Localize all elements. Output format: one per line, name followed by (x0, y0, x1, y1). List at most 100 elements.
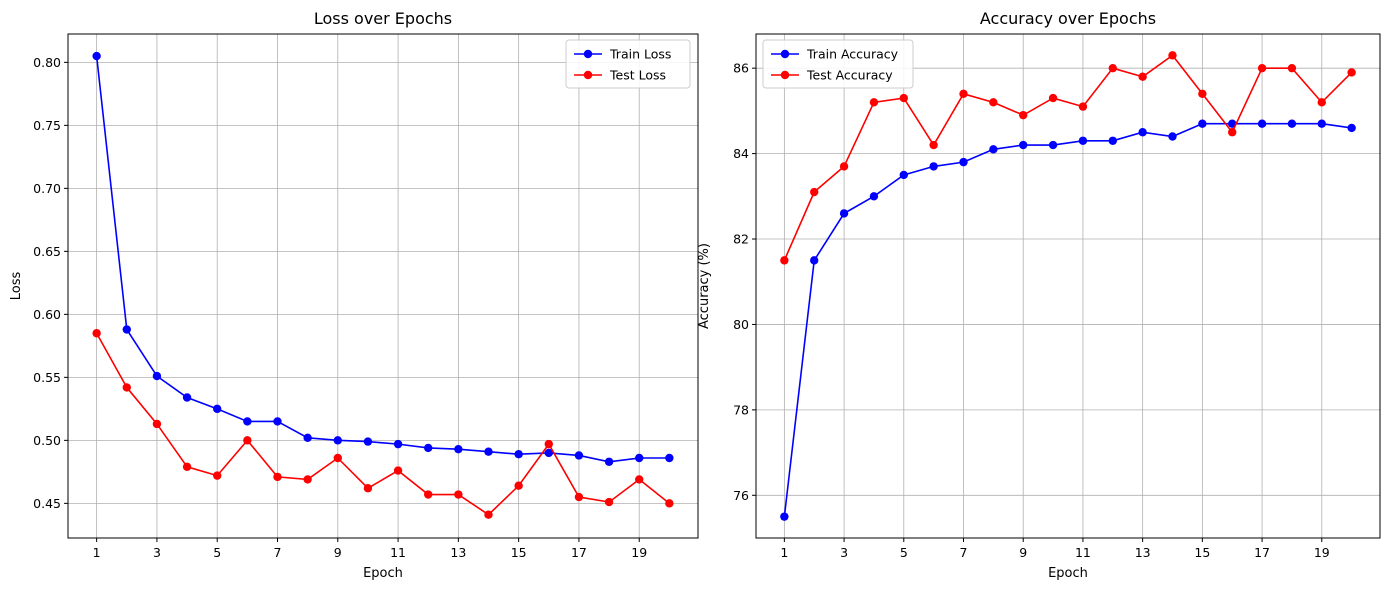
data-point (574, 451, 584, 460)
y-tick-label: 0.45 (33, 496, 61, 511)
data-point (604, 497, 614, 507)
data-point (122, 383, 131, 392)
data-point (1138, 72, 1147, 81)
series-line (95, 332, 670, 516)
data-point (1317, 119, 1326, 128)
y-tick-label: 0.75 (33, 118, 61, 133)
data-point (635, 453, 644, 463)
y-axis-label: Accuracy (%) (697, 243, 712, 329)
y-tick-label: 0.80 (33, 55, 61, 70)
data-point (393, 439, 403, 449)
data-point (1347, 123, 1356, 133)
data-point (635, 475, 644, 484)
data-point (1019, 110, 1028, 120)
data-point (1198, 119, 1207, 128)
data-point (243, 417, 252, 426)
y-tick-label: 0.50 (33, 433, 61, 448)
series-line (783, 54, 1353, 261)
data-point (273, 472, 282, 482)
x-tick-label: 11 (1075, 545, 1091, 560)
data-point (839, 209, 849, 218)
data-point (1048, 93, 1058, 103)
y-tick-label: 0.70 (33, 181, 61, 196)
data-point (1317, 98, 1326, 107)
data-point (152, 419, 162, 429)
x-tick-label: 19 (1314, 545, 1330, 560)
data-point (213, 471, 222, 480)
data-point (869, 98, 879, 107)
data-point (424, 443, 433, 453)
data-point (810, 187, 819, 197)
data-point (1168, 51, 1177, 60)
data-point (959, 89, 968, 98)
x-tick-label: 9 (1019, 545, 1027, 560)
data-point (1228, 128, 1237, 137)
x-tick-label: 17 (571, 545, 587, 560)
x-tick-label: 1 (780, 545, 788, 560)
data-point (1019, 140, 1028, 150)
plot-frame (67, 33, 699, 539)
series-train-accuracy (780, 119, 1356, 521)
data-point (810, 256, 819, 265)
y-tick-label: 86 (733, 61, 749, 76)
data-point (780, 512, 789, 521)
x-tick-label: 13 (450, 545, 466, 560)
legend-label: Test Loss (609, 68, 666, 83)
data-point (959, 157, 968, 167)
legend-marker (780, 49, 790, 59)
x-tick-label: 7 (960, 545, 968, 560)
data-point (363, 484, 373, 493)
series-line (783, 122, 1352, 517)
data-point (273, 417, 282, 426)
data-point (333, 436, 342, 445)
series-train-loss (92, 51, 674, 466)
data-point (929, 140, 938, 150)
data-point (122, 325, 131, 334)
y-tick-label: 84 (733, 146, 749, 161)
data-point (665, 499, 674, 508)
x-tick-label: 9 (334, 545, 342, 560)
data-point (514, 481, 523, 490)
x-tick-label: 15 (511, 545, 527, 560)
legend-marker (583, 70, 593, 80)
legend-box (762, 39, 914, 89)
data-point (574, 492, 584, 502)
chart-title: Accuracy over Epochs (980, 9, 1156, 28)
y-tick-label: 80 (733, 317, 749, 332)
series-test-loss (92, 329, 674, 519)
x-tick-label: 13 (1135, 545, 1151, 560)
data-point (1108, 63, 1117, 73)
data-point (1078, 102, 1088, 111)
data-point (780, 256, 789, 265)
data-point (303, 433, 312, 443)
x-tick-label: 5 (213, 545, 221, 560)
data-point (92, 51, 101, 61)
data-point (1347, 68, 1356, 77)
data-point (1287, 119, 1297, 128)
data-point (604, 457, 614, 466)
legend-box (565, 39, 691, 89)
data-point (899, 170, 908, 180)
x-tick-label: 1 (93, 545, 101, 560)
data-point (363, 437, 373, 446)
data-point (1048, 140, 1058, 150)
legend: Train Loss Test Loss (565, 39, 691, 89)
data-point (454, 444, 463, 454)
data-point (1228, 119, 1237, 128)
x-tick-label: 17 (1254, 545, 1270, 560)
data-point (989, 98, 998, 107)
data-point (1287, 63, 1297, 73)
legend-label: Train Accuracy (806, 47, 899, 62)
data-point (899, 93, 908, 103)
y-tick-label: 78 (733, 402, 749, 417)
chart-title: Loss over Epochs (314, 9, 452, 28)
data-point (989, 145, 998, 154)
data-point (839, 162, 849, 171)
y-axis-label: Loss (9, 272, 24, 301)
data-point (1108, 136, 1117, 145)
y-tick-label: 0.55 (33, 370, 61, 385)
legend: Train Accuracy Test Accuracy (762, 39, 914, 89)
y-tick-label: 82 (733, 232, 749, 247)
series-line (95, 55, 670, 463)
